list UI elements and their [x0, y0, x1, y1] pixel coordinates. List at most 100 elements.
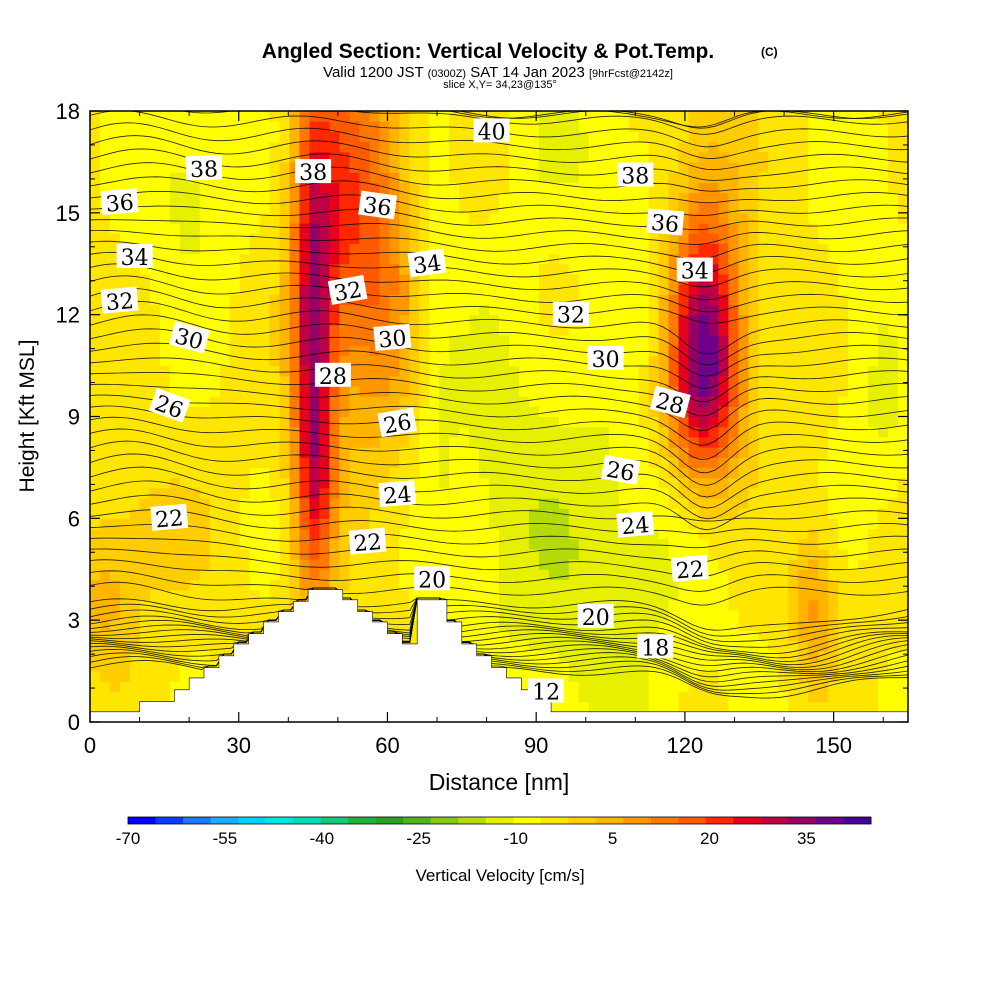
- velocity-cell: [279, 335, 291, 346]
- velocity-cell: [389, 212, 400, 224]
- velocity-cell: [459, 548, 470, 560]
- velocity-cell: [99, 620, 111, 631]
- velocity-cell: [628, 151, 640, 163]
- velocity-cell: [748, 365, 759, 377]
- velocity-cell: [469, 375, 480, 387]
- velocity-cell: [149, 457, 161, 469]
- velocity-cell: [668, 579, 680, 591]
- velocity-cell: [169, 355, 181, 367]
- velocity-cell: [868, 121, 879, 132]
- velocity-cell: [479, 253, 490, 265]
- velocity-cell: [149, 263, 161, 275]
- velocity-cell: [658, 569, 670, 581]
- velocity-cell: [399, 589, 410, 601]
- velocity-cell: [249, 538, 261, 550]
- velocity-cell: [109, 151, 121, 163]
- velocity-cell: [708, 559, 720, 570]
- velocity-cell: [379, 436, 390, 448]
- velocity-cell: [159, 324, 171, 336]
- velocity-cell: [678, 345, 690, 356]
- velocity-cell: [259, 111, 271, 122]
- velocity-cell: [249, 294, 261, 306]
- velocity-cell: [139, 630, 151, 642]
- velocity-cell: [528, 212, 540, 224]
- velocity-cell: [119, 365, 131, 377]
- velocity-cell: [179, 609, 191, 621]
- velocity-cell: [209, 375, 221, 387]
- velocity-cell: [329, 487, 340, 499]
- velocity-cell: [359, 467, 370, 479]
- velocity-cell: [399, 548, 410, 560]
- velocity-cell: [638, 436, 650, 448]
- velocity-cell: [159, 294, 171, 306]
- velocity-cell: [598, 385, 610, 397]
- velocity-cell: [848, 182, 859, 194]
- velocity-cell: [648, 467, 660, 479]
- velocity-cell: [578, 467, 590, 479]
- velocity-cell: [778, 314, 789, 326]
- velocity-cell: [728, 355, 740, 367]
- velocity-cell: [219, 375, 231, 387]
- velocity-cell: [588, 192, 600, 204]
- velocity-cell: [149, 212, 161, 224]
- velocity-cell: [479, 263, 490, 275]
- velocity-cell: [518, 426, 530, 438]
- velocity-cell: [229, 253, 241, 265]
- velocity-cell: [518, 579, 530, 591]
- velocity-cell: [449, 233, 460, 244]
- velocity-cell: [429, 304, 440, 316]
- velocity-cell: [349, 487, 360, 499]
- velocity-cell: [379, 304, 390, 316]
- velocity-cell: [449, 294, 460, 306]
- velocity-cell: [808, 284, 819, 295]
- velocity-cell: [149, 335, 161, 346]
- velocity-cell: [259, 202, 271, 214]
- velocity-cell: [668, 172, 680, 183]
- velocity-cell: [728, 671, 740, 682]
- velocity-cell: [858, 182, 869, 194]
- velocity-cell: [698, 212, 710, 224]
- velocity-cell: [558, 691, 570, 703]
- velocity-cell: [508, 233, 520, 244]
- velocity-cell: [449, 243, 460, 255]
- velocity-cell: [508, 640, 520, 652]
- velocity-cell: [858, 121, 869, 132]
- velocity-cell: [359, 548, 370, 560]
- velocity-cell: [558, 365, 570, 377]
- velocity-cell: [728, 192, 740, 204]
- velocity-cell: [229, 609, 241, 621]
- velocity-cell: [878, 609, 889, 621]
- velocity-cell: [199, 559, 211, 570]
- velocity-cell: [548, 457, 560, 469]
- velocity-cell: [129, 528, 141, 540]
- velocity-cell: [568, 253, 580, 265]
- velocity-cell: [239, 365, 251, 377]
- velocity-cell: [119, 406, 131, 418]
- velocity-cell: [768, 121, 779, 132]
- velocity-cell: [479, 273, 490, 285]
- velocity-cell: [219, 223, 231, 234]
- valid-time-line: Valid 1200 JST (0300Z) SAT 14 Jan 2023 […: [323, 64, 673, 81]
- velocity-cell: [209, 314, 221, 326]
- velocity-cell: [339, 182, 350, 194]
- velocity-cell: [578, 385, 590, 397]
- velocity-cell: [748, 131, 759, 143]
- velocity-cell: [459, 477, 470, 489]
- velocity-cell: [778, 294, 789, 306]
- velocity-cell: [598, 212, 610, 224]
- velocity-cell: [399, 161, 410, 173]
- velocity-cell: [119, 335, 131, 346]
- velocity-cell: [429, 131, 440, 143]
- velocity-cell: [528, 569, 540, 581]
- velocity-cell: [518, 304, 530, 316]
- velocity-cell: [748, 447, 759, 458]
- velocity-cell: [499, 508, 510, 519]
- velocity-cell: [798, 691, 809, 703]
- velocity-cell: [299, 294, 311, 306]
- velocity-cell: [818, 141, 829, 153]
- velocity-cell: [359, 161, 370, 173]
- velocity-cell: [499, 467, 510, 479]
- velocity-cell: [708, 182, 720, 194]
- velocity-cell: [678, 365, 690, 377]
- velocity-cell: [419, 518, 430, 530]
